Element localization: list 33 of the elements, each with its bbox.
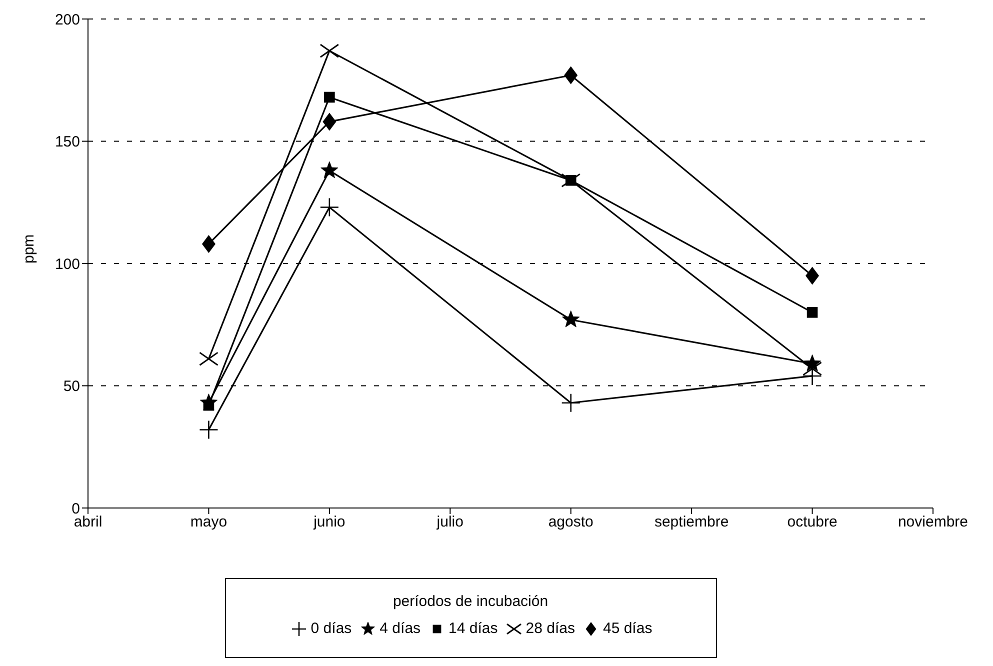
x-tick-label: julio bbox=[436, 514, 464, 531]
point bbox=[562, 310, 580, 328]
legend-label: 14 días bbox=[448, 620, 498, 637]
point bbox=[324, 92, 335, 103]
legend-label: 45 días bbox=[602, 620, 652, 637]
legend-label: 0 días bbox=[310, 620, 352, 637]
point bbox=[561, 393, 581, 413]
y-axis-title: ppm bbox=[20, 234, 38, 264]
point bbox=[806, 266, 820, 285]
point bbox=[320, 198, 340, 217]
point bbox=[320, 161, 338, 178]
x-tick-label: septiembre bbox=[654, 514, 729, 531]
point bbox=[561, 173, 581, 188]
legend-label: 4 días bbox=[380, 620, 421, 637]
point bbox=[806, 307, 818, 318]
x-tick-label: noviembre bbox=[898, 514, 968, 531]
point bbox=[802, 362, 822, 376]
point bbox=[199, 420, 218, 440]
y-tick-label: 50 bbox=[63, 378, 80, 396]
x-tick-label: junio bbox=[312, 514, 346, 531]
y-tick-label: 200 bbox=[54, 11, 80, 28]
point bbox=[322, 112, 336, 131]
point bbox=[198, 352, 218, 366]
y-tick-label: 100 bbox=[54, 256, 80, 273]
x-tick-label: agosto bbox=[548, 514, 594, 531]
point bbox=[202, 234, 216, 253]
x-tick-label: mayo bbox=[190, 514, 228, 531]
legend-label: 28 días bbox=[526, 620, 575, 637]
legend-title: períodos de incubación bbox=[392, 593, 550, 610]
point bbox=[320, 44, 340, 58]
point bbox=[564, 66, 578, 84]
x-tick-label: octubre bbox=[787, 514, 838, 531]
y-tick-label: 150 bbox=[54, 134, 80, 151]
